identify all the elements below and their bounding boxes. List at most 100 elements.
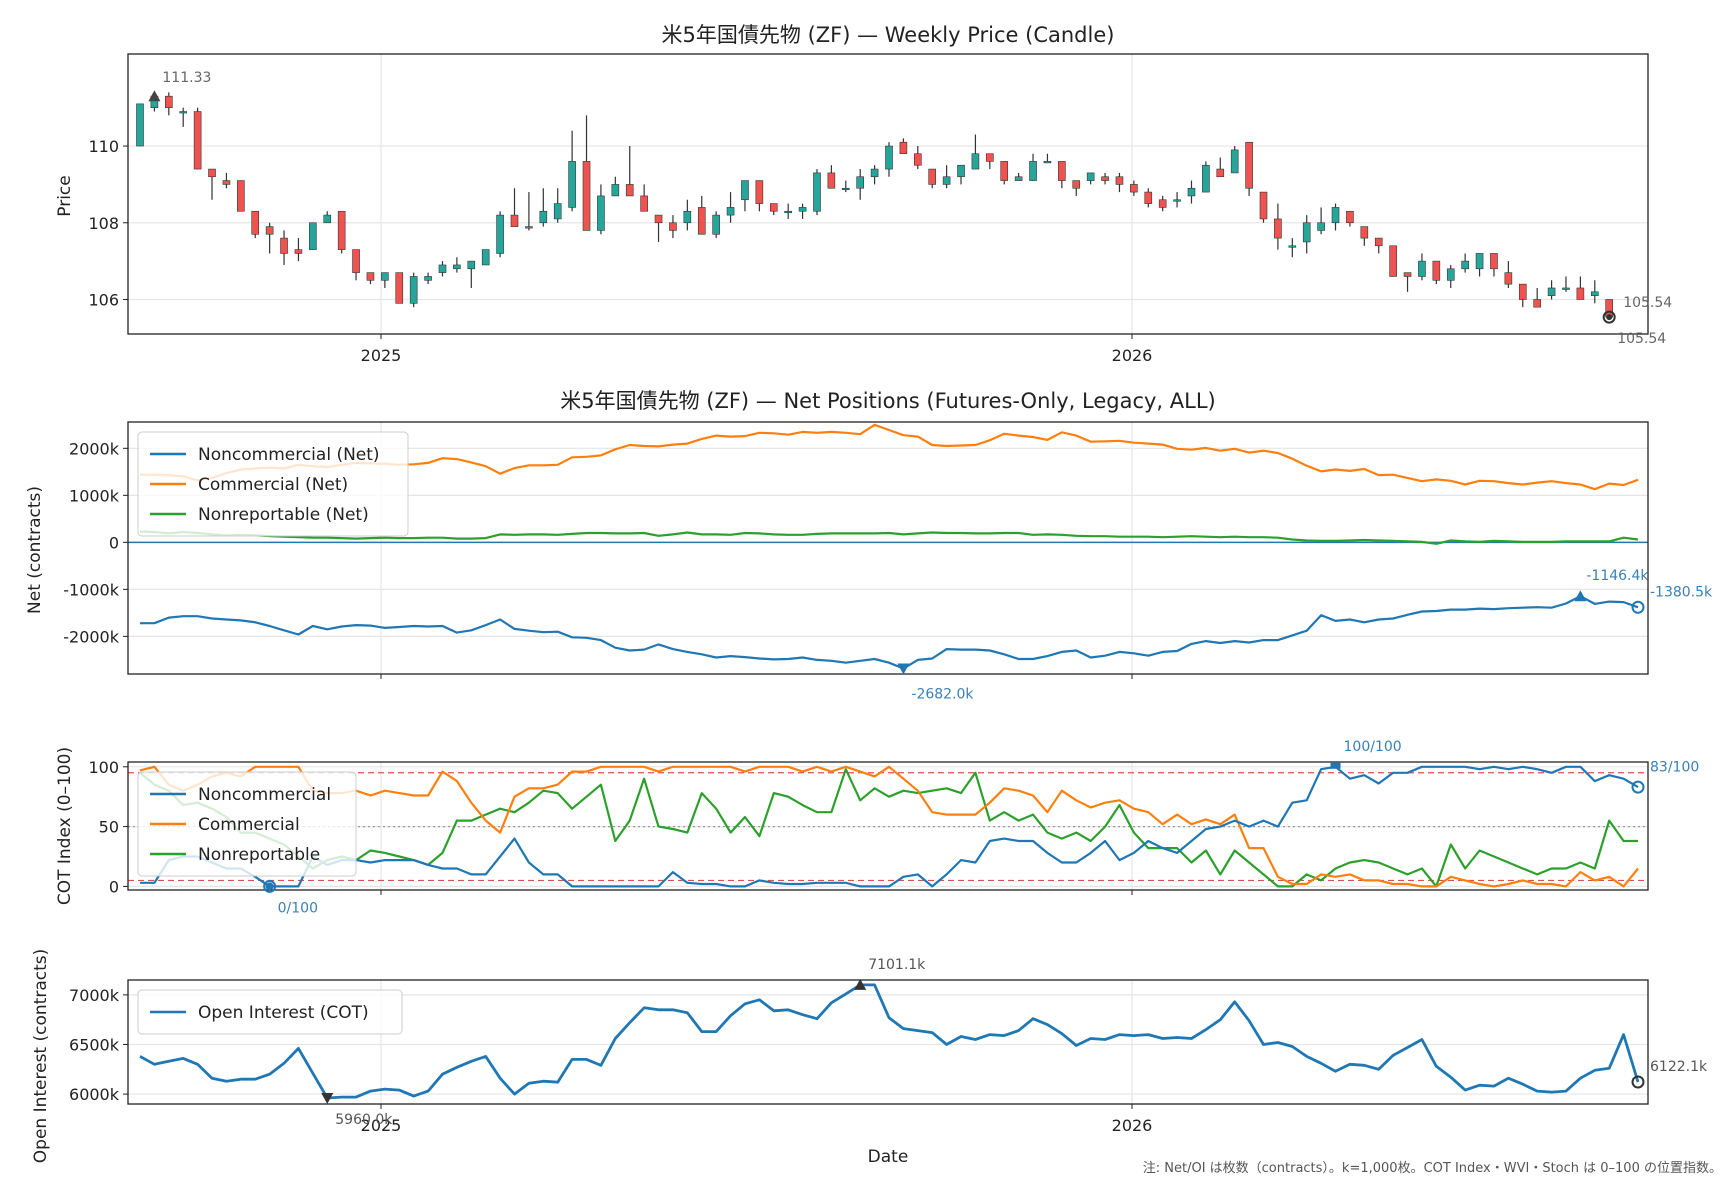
- candle-body: [1360, 226, 1369, 239]
- candle-body: [957, 164, 965, 178]
- legend-label: Nonreportable: [198, 845, 320, 865]
- candle-body: [741, 180, 749, 201]
- candle-body: [1562, 287, 1570, 290]
- candle-body: [1590, 291, 1599, 296]
- candle-body: [294, 249, 303, 254]
- candle-body: [827, 172, 836, 189]
- candle-body: [1533, 299, 1541, 308]
- candle-body: [539, 210, 548, 224]
- y-tick-label: 110: [88, 137, 119, 156]
- net-chart-title: 米5年国債先物 (ZF) — Net Positions (Futures-On…: [560, 389, 1216, 413]
- candle-body: [337, 210, 346, 250]
- axes-frame: [127, 53, 1649, 335]
- candle-body: [784, 210, 792, 214]
- oi-ylabel: Open Interest (contracts): [31, 949, 51, 1163]
- candle-body: [697, 207, 706, 235]
- candle-body: [568, 161, 576, 208]
- candle-body: [323, 214, 332, 224]
- axes-frame: [127, 761, 1649, 891]
- candle-body: [179, 111, 188, 114]
- candle-body: [193, 111, 202, 170]
- candle-body: [1302, 222, 1311, 243]
- max-marker: [1330, 762, 1341, 769]
- last-annotation-below: 105.54: [1617, 331, 1666, 347]
- max-annotation: 111.33: [162, 70, 211, 86]
- candle-body: [813, 172, 821, 212]
- candle-body: [1446, 268, 1455, 281]
- candle-body: [1461, 260, 1469, 270]
- candle-body: [1259, 191, 1268, 220]
- y-tick-label: 6000k: [69, 1085, 120, 1104]
- candle-body: [1245, 141, 1253, 189]
- last-marker: [1602, 310, 1616, 324]
- candle-body: [1173, 199, 1181, 202]
- candle-body: [1187, 187, 1196, 197]
- candle-body: [453, 264, 461, 270]
- last-annotation: 83/100: [1650, 760, 1699, 776]
- candle-body: [1072, 180, 1081, 189]
- last-annotation: -1380.5k: [1650, 584, 1713, 600]
- y-tick-label: 100: [88, 758, 119, 777]
- candle-body: [928, 168, 937, 185]
- candle-body: [237, 180, 245, 212]
- candle-body: [712, 214, 720, 235]
- min-annotation: -2682.0k: [911, 686, 974, 702]
- candle-body: [597, 195, 605, 231]
- candle-body: [769, 203, 778, 212]
- candle-body: [1115, 176, 1124, 185]
- candle-body: [1216, 168, 1225, 178]
- candle-body: [755, 180, 764, 204]
- price-chart-title: 米5年国債先物 (ZF) — Weekly Price (Candle): [662, 23, 1115, 47]
- last-marker: [1631, 1075, 1645, 1089]
- candle-body: [914, 153, 922, 166]
- candle-body: [1086, 172, 1095, 181]
- series-line: [140, 595, 1639, 670]
- candle-body: [1043, 161, 1052, 164]
- max-annotation: -1146.4k: [1586, 568, 1649, 584]
- series-line: [139, 983, 1640, 1100]
- y-tick-label: 50: [99, 818, 119, 837]
- last-dot: [1606, 314, 1613, 321]
- candle-body: [726, 207, 735, 216]
- candle-body: [798, 207, 807, 212]
- candle-body: [280, 237, 288, 254]
- candle-body: [1576, 287, 1585, 300]
- series-line: [139, 765, 1639, 888]
- legend-label: Noncommercial (Net): [198, 445, 380, 465]
- candle-body: [971, 153, 980, 170]
- candle-body: [165, 95, 173, 108]
- x-tick-label: 2025: [361, 1116, 402, 1135]
- candle-body: [582, 161, 591, 231]
- candle-body: [525, 226, 533, 229]
- max-marker: [1574, 590, 1587, 602]
- candle-body: [654, 214, 663, 224]
- min-marker: [321, 1093, 334, 1105]
- candle-body: [1144, 191, 1153, 204]
- oi-panel: 6000k 6500k 7000k 2025 2026 5960.0k 7101.1k 612…: [69, 957, 1708, 1135]
- candle-body: [251, 210, 260, 235]
- price-panel: 106 108 110 2025 2026 111.33 105.54 105.54: [88, 53, 1672, 365]
- y-tick-label: -2000k: [63, 627, 119, 646]
- candle-body: [1403, 272, 1412, 277]
- candle-body: [1547, 287, 1556, 296]
- last-annotation: 105.54: [1623, 295, 1672, 311]
- legend-label: Commercial: [198, 815, 300, 835]
- min-marker: [897, 663, 910, 675]
- legend-label: Open Interest (COT): [198, 1003, 369, 1023]
- candle-body: [510, 214, 519, 227]
- max-annotation: 7101.1k: [868, 957, 926, 973]
- candle-body: [1490, 253, 1498, 270]
- series-line: [139, 768, 1638, 888]
- y-tick-label: 1000k: [69, 486, 120, 505]
- candle-body: [870, 168, 879, 178]
- candle-body: [265, 226, 274, 235]
- max-marker: [148, 90, 161, 102]
- candle-body: [1029, 161, 1037, 181]
- x-tick-label: 2026: [1112, 1116, 1153, 1135]
- candle-body: [942, 176, 951, 185]
- candle-body: [1518, 283, 1527, 300]
- legend-box: [137, 771, 357, 877]
- candle-body: [1504, 272, 1513, 285]
- net-ylabel: Net (contracts): [25, 486, 45, 614]
- y-tick-label: 6500k: [69, 1035, 120, 1054]
